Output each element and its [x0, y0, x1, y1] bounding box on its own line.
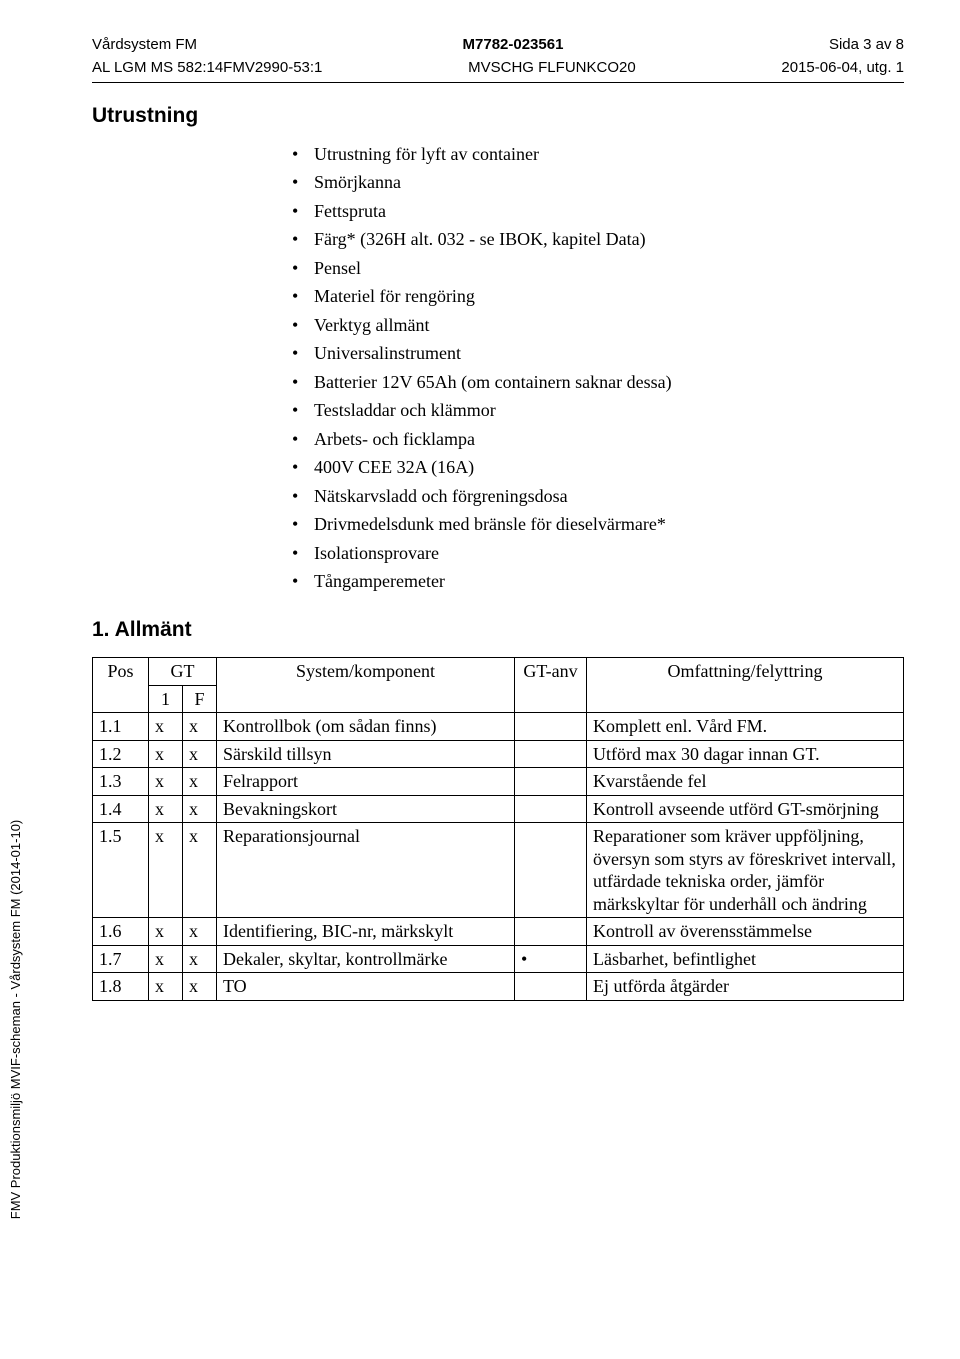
- cell-pos: 1.2: [93, 740, 149, 768]
- equipment-item: Universalinstrument: [292, 342, 904, 365]
- cell-gt-anv: [515, 740, 587, 768]
- equipment-list: Utrustning för lyft av container Smörjkan…: [292, 143, 904, 593]
- th-sys: System/komponent: [217, 658, 515, 713]
- cell-system: Dekaler, skyltar, kontrollmärke: [217, 945, 515, 973]
- header-center-1: M7782-023561: [463, 36, 564, 55]
- th-gt: GT: [149, 658, 217, 686]
- header-center-2: MVSCHG FLFUNKCO20: [468, 59, 636, 78]
- allmant-table: Pos GT System/komponent GT-anv Omfattnin…: [92, 657, 904, 1001]
- cell-gt-anv: [515, 823, 587, 918]
- equipment-item: Fettspruta: [292, 200, 904, 223]
- equipment-item: Utrustning för lyft av container: [292, 143, 904, 166]
- header-right-2: 2015-06-04, utg. 1: [781, 59, 904, 78]
- equipment-item: Färg* (326H alt. 032 - se IBOK, kapitel …: [292, 228, 904, 251]
- cell-gt-f: x: [183, 918, 217, 946]
- cell-omfattning: Läsbarhet, befintlighet: [587, 945, 904, 973]
- equipment-item: Materiel för rengöring: [292, 285, 904, 308]
- section-title-utrustning: Utrustning: [92, 103, 904, 129]
- cell-gt-f: x: [183, 768, 217, 796]
- side-rotated-text: FMV Produktionsmiljö MVIF-scheman - Vård…: [8, 819, 24, 1219]
- cell-pos: 1.3: [93, 768, 149, 796]
- cell-omfattning: Ej utförda åtgärder: [587, 973, 904, 1001]
- equipment-item: Arbets- och ficklampa: [292, 428, 904, 451]
- table-row: 1.8xxTOEj utförda åtgärder: [93, 973, 904, 1001]
- table-row: 1.7xxDekaler, skyltar, kontrollmärke•Läs…: [93, 945, 904, 973]
- cell-gt-1: x: [149, 823, 183, 918]
- equipment-item: 400V CEE 32A (16A): [292, 456, 904, 479]
- cell-system: Bevakningskort: [217, 795, 515, 823]
- cell-pos: 1.6: [93, 918, 149, 946]
- th-gt-f: F: [183, 685, 217, 713]
- equipment-item: Smörjkanna: [292, 171, 904, 194]
- cell-omfattning: Kvarstående fel: [587, 768, 904, 796]
- cell-system: Reparationsjournal: [217, 823, 515, 918]
- equipment-item: Batterier 12V 65Ah (om containern saknar…: [292, 371, 904, 394]
- cell-gt-anv: [515, 768, 587, 796]
- th-gt-1: 1: [149, 685, 183, 713]
- cell-pos: 1.1: [93, 713, 149, 741]
- table-row: 1.2xxSärskild tillsynUtförd max 30 dagar…: [93, 740, 904, 768]
- cell-gt-1: x: [149, 768, 183, 796]
- cell-gt-f: x: [183, 823, 217, 918]
- cell-omfattning: Reparationer som kräver uppföljning, öve…: [587, 823, 904, 918]
- cell-system: TO: [217, 973, 515, 1001]
- table-row: 1.1xxKontrollbok (om sådan finns)Komplet…: [93, 713, 904, 741]
- cell-system: Särskild tillsyn: [217, 740, 515, 768]
- equipment-item: Drivmedelsdunk med bränsle för dieselvär…: [292, 513, 904, 536]
- page: FMV Produktionsmiljö MVIF-scheman - Vård…: [0, 0, 960, 1359]
- equipment-item: Isolationsprovare: [292, 542, 904, 565]
- equipment-item: Pensel: [292, 257, 904, 280]
- cell-omfattning: Kontroll avseende utförd GT-smörjning: [587, 795, 904, 823]
- equipment-item: Nätskarvsladd och förgreningsdosa: [292, 485, 904, 508]
- cell-gt-anv: [515, 918, 587, 946]
- cell-pos: 1.4: [93, 795, 149, 823]
- table-row: 1.3xxFelrapportKvarstående fel: [93, 768, 904, 796]
- header-left-2: AL LGM MS 582:14FMV2990-53:1: [92, 59, 322, 78]
- cell-gt-1: x: [149, 973, 183, 1001]
- cell-pos: 1.5: [93, 823, 149, 918]
- cell-gt-anv: [515, 973, 587, 1001]
- header-right-1: Sida 3 av 8: [829, 36, 904, 55]
- cell-pos: 1.8: [93, 973, 149, 1001]
- cell-gt-1: x: [149, 795, 183, 823]
- table-row: 1.4xxBevakningskortKontroll avseende utf…: [93, 795, 904, 823]
- cell-system: Kontrollbok (om sådan finns): [217, 713, 515, 741]
- th-pos: Pos: [93, 658, 149, 713]
- th-anv: GT-anv: [515, 658, 587, 713]
- cell-gt-f: x: [183, 740, 217, 768]
- cell-gt-f: x: [183, 973, 217, 1001]
- equipment-item: Testsladdar och klämmor: [292, 399, 904, 422]
- table-row: 1.5xxReparationsjournalReparationer som …: [93, 823, 904, 918]
- cell-gt-1: x: [149, 740, 183, 768]
- th-omf: Omfattning/felyttring: [587, 658, 904, 713]
- page-header: Vårdsystem FM M7782-023561 Sida 3 av 8 A…: [92, 36, 904, 83]
- cell-pos: 1.7: [93, 945, 149, 973]
- cell-omfattning: Kontroll av överensstämmelse: [587, 918, 904, 946]
- table-row: 1.6xxIdentifiering, BIC-nr, märkskyltKon…: [93, 918, 904, 946]
- cell-gt-anv: [515, 795, 587, 823]
- equipment-item: Tångamperemeter: [292, 570, 904, 593]
- section-title-allmant: 1. Allmänt: [92, 617, 904, 643]
- cell-omfattning: Komplett enl. Vård FM.: [587, 713, 904, 741]
- table-head: Pos GT System/komponent GT-anv Omfattnin…: [93, 658, 904, 713]
- equipment-item: Verktyg allmänt: [292, 314, 904, 337]
- cell-gt-f: x: [183, 713, 217, 741]
- cell-gt-anv: [515, 713, 587, 741]
- cell-gt-1: x: [149, 713, 183, 741]
- cell-gt-f: x: [183, 945, 217, 973]
- table-body: 1.1xxKontrollbok (om sådan finns)Komplet…: [93, 713, 904, 1001]
- cell-gt-1: x: [149, 945, 183, 973]
- cell-system: Identifiering, BIC-nr, märkskylt: [217, 918, 515, 946]
- cell-gt-f: x: [183, 795, 217, 823]
- cell-gt-anv: •: [515, 945, 587, 973]
- cell-omfattning: Utförd max 30 dagar innan GT.: [587, 740, 904, 768]
- cell-gt-1: x: [149, 918, 183, 946]
- header-left-1: Vårdsystem FM: [92, 36, 197, 55]
- cell-system: Felrapport: [217, 768, 515, 796]
